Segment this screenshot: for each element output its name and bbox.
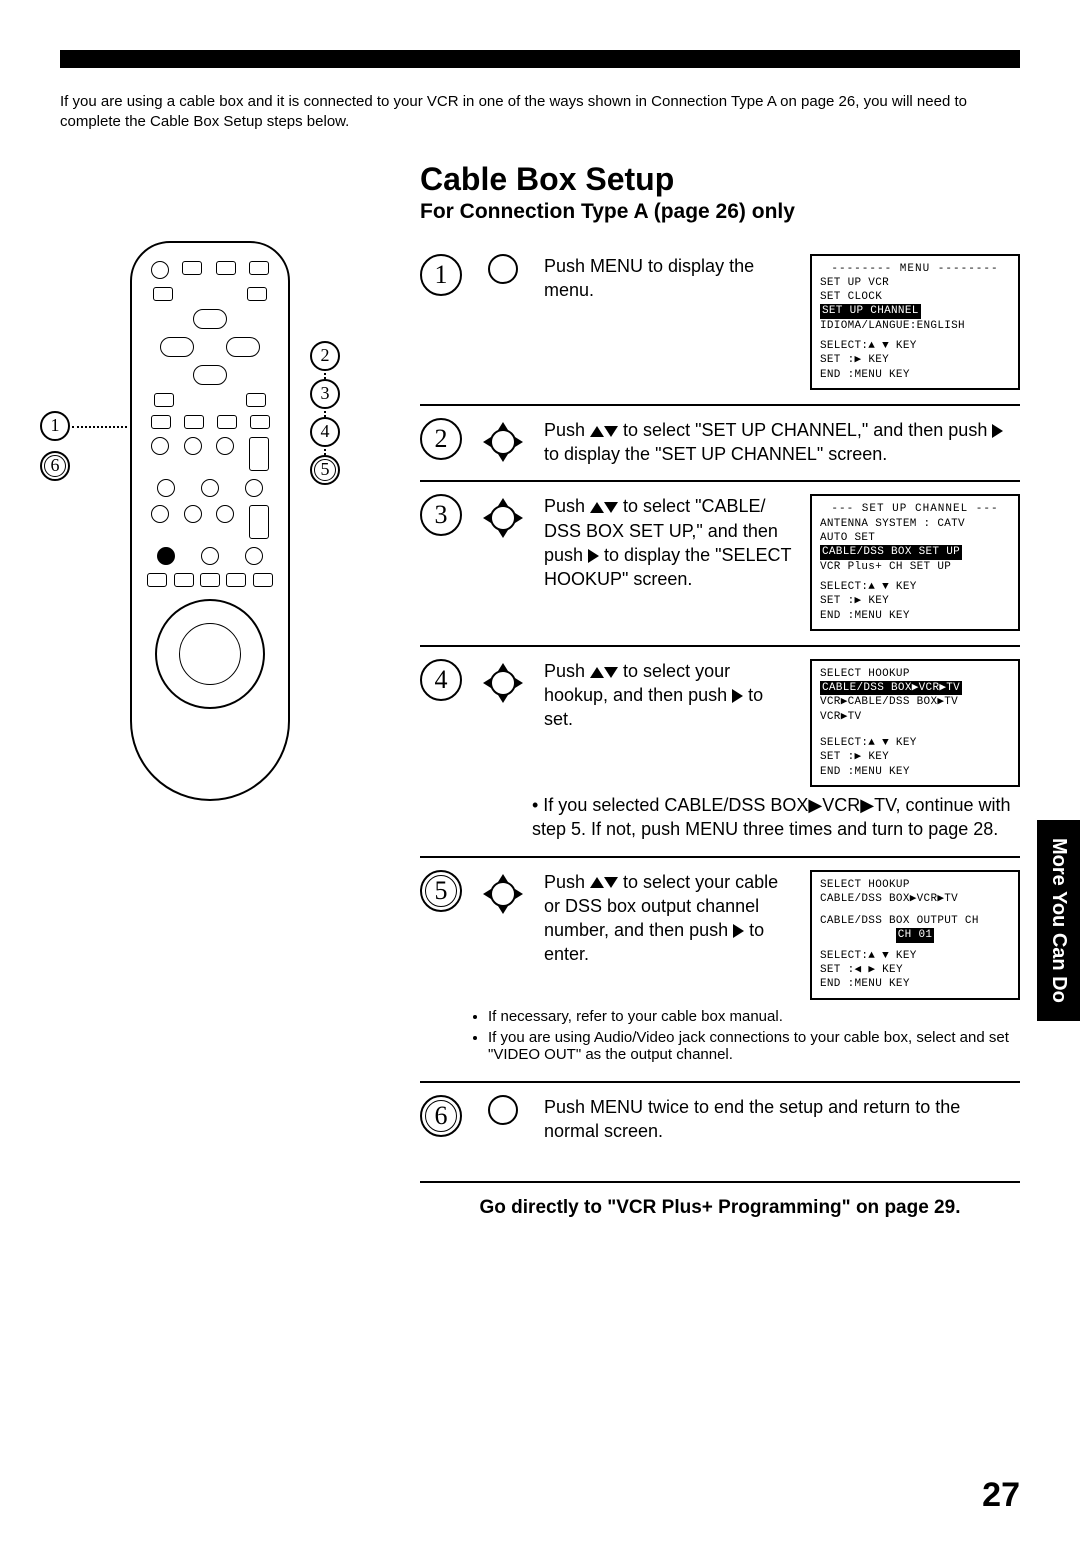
callout-1: 1 [40, 411, 70, 441]
step-4-note: • If you selected CABLE/DSS BOX▶VCR▶TV, … [532, 793, 1020, 842]
step-num-6: 6 [420, 1095, 462, 1137]
page-title: Cable Box Setup [420, 161, 1020, 198]
remote-illustration: 1 6 2 3 4 5 [60, 161, 390, 861]
step-6-text: Push MENU twice to end the setup and ret… [544, 1095, 1020, 1144]
step-2: 2 Push to select "SET UP CHANNEL," and t… [420, 404, 1020, 481]
step-3: 3 Push to select "CABLE/ DSS BOX SET UP,… [420, 480, 1020, 644]
step-num-2: 2 [420, 418, 462, 460]
step-1: 1 Push MENU to display the menu. -------… [420, 242, 1020, 404]
nav-pad-icon [476, 494, 530, 542]
step-num-5: 5 [420, 870, 462, 912]
step-2-text: Push to select "SET UP CHANNEL," and the… [544, 418, 1020, 467]
step-4: 4 Push to select your hookup, and then p… [420, 645, 1020, 856]
osd-hookup: SELECT HOOKUP CABLE/DSS BOX▶VCR▶TV VCR▶C… [810, 659, 1020, 787]
menu-button-icon [476, 1095, 530, 1125]
step-5-notes: If necessary, refer to your cable box ma… [420, 1008, 1020, 1063]
callout-4: 4 [310, 417, 340, 447]
step-4-text: Push to select your hookup, and then pus… [544, 659, 796, 732]
step-num-3: 3 [420, 494, 462, 536]
page-number: 27 [982, 1476, 1020, 1515]
step-5-text: Push to select your cable or DSS box out… [544, 870, 796, 967]
callout-2: 2 [310, 341, 340, 371]
osd-setup-channel: --- SET UP CHANNEL --- ANTENNA SYSTEM : … [810, 494, 1020, 630]
step-6: 6 Push MENU twice to end the setup and r… [420, 1081, 1020, 1158]
osd-menu: -------- MENU -------- SET UP VCR SET CL… [810, 254, 1020, 390]
step-num-1: 1 [420, 254, 462, 296]
callout-5: 5 [310, 455, 340, 485]
: SELECT HOOKUP CABLE/DSS BOX▶VCR▶TV CABLE… [810, 870, 1020, 1000]
menu-button-icon [476, 254, 530, 284]
callout-6: 6 [40, 451, 70, 481]
page-subtitle: For Connection Type A (page 26) only [420, 200, 1020, 224]
step-5: 5 Push to select your cable or DSS box o… [420, 856, 1020, 1081]
nav-pad-icon [476, 418, 530, 466]
side-tab: More You Can Do [1037, 820, 1080, 1021]
top-rule [60, 50, 1020, 68]
step-3-text: Push to select "CABLE/ DSS BOX SET UP," … [544, 494, 796, 591]
intro-text: If you are using a cable box and it is c… [60, 92, 1020, 133]
nav-pad-icon [476, 870, 530, 918]
callout-3: 3 [310, 379, 340, 409]
step-1-text: Push MENU to display the menu. [544, 254, 796, 303]
nav-pad-icon [476, 659, 530, 707]
bottom-line: Go directly to "VCR Plus+ Programming" o… [420, 1181, 1020, 1219]
step-num-4: 4 [420, 659, 462, 701]
